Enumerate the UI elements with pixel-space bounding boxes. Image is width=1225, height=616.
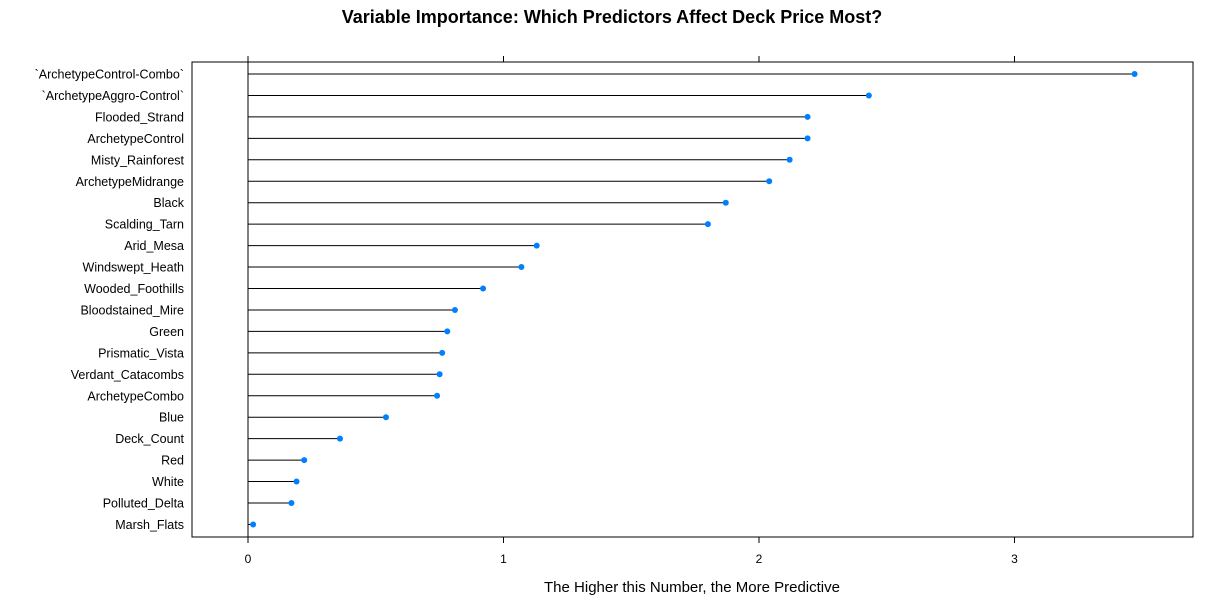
importance-point (865, 92, 872, 99)
category-label: Flooded_Strand (95, 110, 184, 124)
chart-title: Variable Importance: Which Predictors Af… (342, 7, 882, 27)
category-label: Scalding_Tarn (105, 218, 184, 232)
category-labels: `ArchetypeControl-Combo` `ArchetypeAggro-… (35, 68, 185, 532)
category-label: Green (149, 325, 184, 339)
importance-point (533, 242, 540, 249)
axis-ticks: 0 1 2 3 (245, 56, 1018, 566)
importance-point (804, 135, 811, 142)
importance-point (434, 392, 441, 399)
category-label: Red (161, 454, 184, 468)
importance-point (451, 306, 458, 313)
category-label: Windswept_Heath (83, 261, 184, 275)
x-tick-label: 2 (756, 552, 763, 566)
category-label: ArchetypeControl (87, 132, 184, 146)
category-label: Arid_Mesa (124, 239, 184, 253)
importance-point (722, 199, 729, 206)
category-label: Marsh_Flats (115, 518, 184, 532)
importance-point (1131, 71, 1138, 77)
importance-point (704, 221, 711, 228)
category-label: Polluted_Delta (103, 497, 184, 511)
x-axis-label: The Higher this Number, the More Predict… (544, 579, 840, 596)
category-label: `ArchetypeControl-Combo` (35, 68, 184, 82)
category-label: `ArchetypeAggro-Control` (42, 89, 184, 103)
category-label: Prismatic_Vista (98, 346, 184, 360)
importance-point (786, 156, 793, 163)
importance-point (301, 457, 308, 464)
importance-point (293, 478, 300, 485)
importance-point (439, 349, 446, 356)
importance-point (336, 435, 343, 442)
importance-point (480, 285, 487, 292)
importance-point (444, 328, 451, 335)
importance-point (766, 178, 773, 185)
category-label: Verdant_Catacombs (71, 368, 184, 382)
importance-point (288, 500, 295, 506)
x-tick-label: 0 (245, 552, 252, 566)
data-marks (248, 71, 1138, 528)
importance-point (436, 371, 443, 378)
plot-frame (191, 61, 1194, 538)
category-label: ArchetypeMidrange (76, 175, 184, 189)
importance-point (250, 521, 257, 528)
category-label: Bloodstained_Mire (80, 303, 184, 317)
importance-point (518, 264, 525, 271)
category-label: White (152, 475, 184, 489)
x-tick-label: 1 (500, 552, 507, 566)
category-label: Black (153, 196, 184, 210)
category-label: Deck_Count (115, 432, 184, 446)
importance-point (804, 113, 811, 120)
importance-point (382, 414, 389, 421)
x-tick-label: 3 (1011, 552, 1018, 566)
category-label: Blue (159, 411, 184, 425)
category-label: ArchetypeCombo (87, 389, 184, 403)
category-label: Wooded_Foothills (84, 282, 184, 296)
category-label: Misty_Rainforest (91, 153, 185, 167)
